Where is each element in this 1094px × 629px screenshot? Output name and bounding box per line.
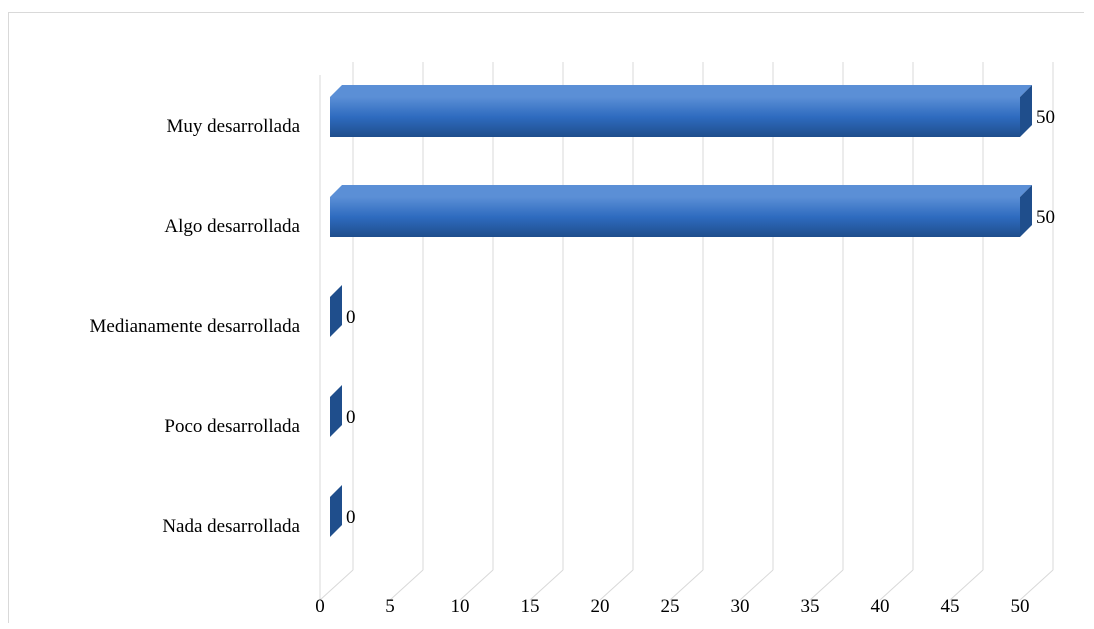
chart-frame: [8, 12, 1084, 623]
category-label: Poco desarrollada: [164, 416, 300, 437]
bar-top-face: [330, 185, 1032, 197]
gridline-floor: [319, 569, 354, 601]
data-label: 0: [346, 307, 356, 328]
bar-front-face: [330, 197, 1020, 237]
x-tick-label: 40: [871, 596, 890, 617]
category-label: Medianamente desarrollada: [90, 316, 301, 337]
bar-end-face: [330, 485, 342, 537]
x-tick-label: 45: [941, 596, 960, 617]
gridline-floor: [809, 569, 844, 601]
bar-series: [330, 85, 1032, 537]
x-axis: 0 5 10 15 20 25 30 35 40 45 50: [315, 596, 1029, 617]
gridlines: [319, 62, 1054, 601]
bar: [330, 85, 1032, 137]
x-tick-label: 30: [731, 596, 750, 617]
x-tick-label: 25: [661, 596, 680, 617]
x-tick-label: 0: [315, 596, 325, 617]
gridline-floor: [949, 569, 984, 601]
bar-end-face: [330, 285, 342, 337]
bar: [330, 185, 1032, 237]
gridline-floor: [879, 569, 914, 601]
x-tick-label: 15: [521, 596, 540, 617]
bar-end-face: [1020, 185, 1032, 237]
bar-top-face: [330, 85, 1032, 97]
data-label: 50: [1036, 107, 1055, 128]
gridline-floor: [389, 569, 424, 601]
data-label: 50: [1036, 207, 1055, 228]
x-tick-label: 5: [385, 596, 395, 617]
gridline-floor: [669, 569, 704, 601]
x-tick-label: 50: [1011, 596, 1030, 617]
bar: [330, 485, 342, 537]
category-label: Nada desarrollada: [162, 516, 300, 537]
gridline-floor: [459, 569, 494, 601]
category-labels: 50 Muy desarrollada 50 Algo desarrollada 0 Me…: [90, 107, 1055, 537]
gridline-floor: [739, 569, 774, 601]
x-tick-label: 10: [451, 596, 470, 617]
bar-end-face: [330, 385, 342, 437]
data-label: 0: [346, 407, 356, 428]
bar: [330, 385, 342, 437]
bar-front-face: [330, 97, 1020, 137]
x-tick-label: 20: [591, 596, 610, 617]
gridline-floor: [599, 569, 634, 601]
x-tick-label: 35: [801, 596, 820, 617]
bar: [330, 285, 342, 337]
gridline-floor: [529, 569, 564, 601]
bar-end-face: [1020, 85, 1032, 137]
category-label: Algo desarrollada: [164, 216, 300, 237]
gridline-floor: [1019, 569, 1054, 601]
data-label: 0: [346, 507, 356, 528]
category-label: Muy desarrollada: [167, 116, 301, 137]
